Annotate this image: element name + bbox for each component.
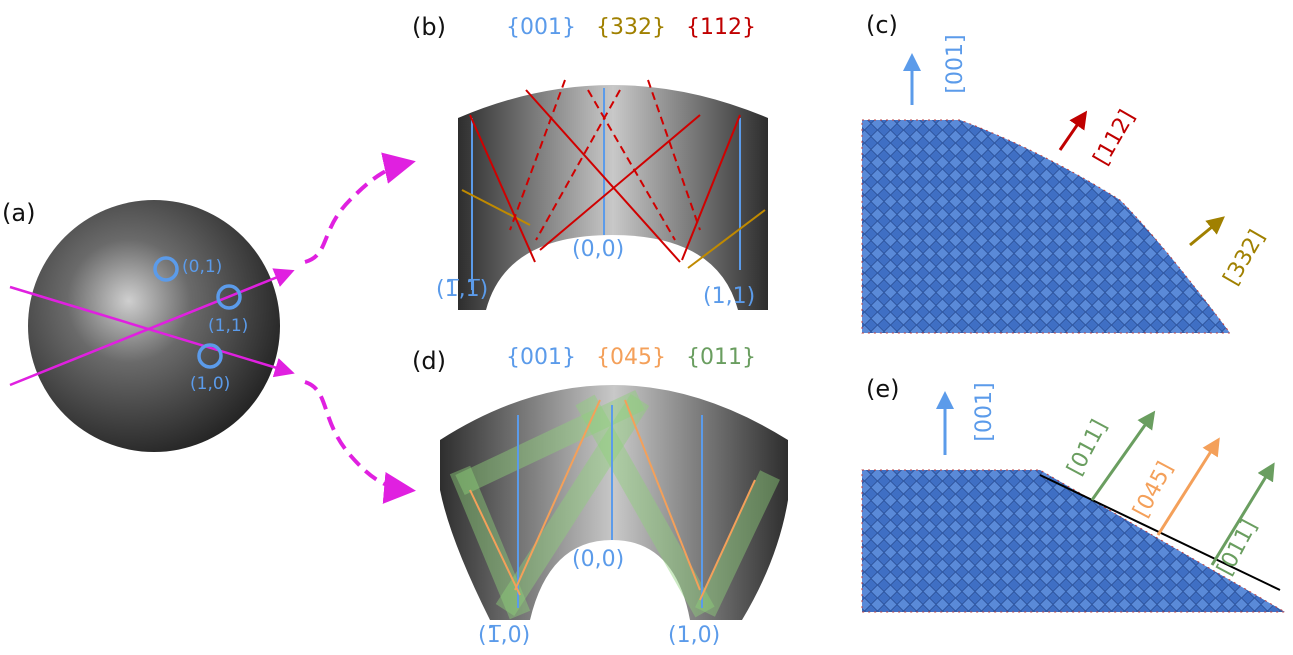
direction-label: [001] bbox=[943, 34, 968, 93]
direction-label: [001] bbox=[972, 382, 997, 441]
spot-label: (1̅,1̅) bbox=[436, 277, 488, 302]
family-label: {112} bbox=[686, 15, 756, 40]
family-label: {332} bbox=[596, 15, 666, 40]
panel-label: (a) bbox=[2, 199, 35, 227]
family-label: {011} bbox=[686, 345, 756, 370]
panel-label: (b) bbox=[412, 13, 446, 41]
spot-label: (0,0) bbox=[572, 237, 624, 262]
figure: (a) (0,1) (1,1) (1,0) (b) {001} {332} {1… bbox=[0, 0, 1293, 655]
page: body{margin:0;background:#fff;font-famil… bbox=[0, 0, 1293, 655]
direction-label: [011] bbox=[1213, 516, 1263, 580]
body: {"panels":{ "a":{"label":"(a)","spots":[… bbox=[0, 0, 1293, 655]
direction-label: [112] bbox=[1089, 106, 1140, 170]
annotation-line bbox=[1190, 222, 1218, 245]
spot-label: (1̅,0) bbox=[478, 623, 530, 648]
family-label: {045} bbox=[596, 345, 666, 370]
crystal bbox=[862, 120, 1230, 333]
annotation-path bbox=[305, 382, 408, 490]
annotation-line bbox=[1060, 118, 1082, 150]
annotation-path bbox=[305, 163, 408, 262]
panel-label: (c) bbox=[866, 11, 898, 39]
spot-label: (0,1) bbox=[182, 257, 222, 277]
spot-label: (1,1) bbox=[703, 284, 755, 309]
spot-label: (1,0) bbox=[190, 374, 230, 394]
rheed-pattern bbox=[458, 85, 768, 310]
panel-label: (d) bbox=[412, 347, 446, 375]
direction-label: [332] bbox=[1219, 226, 1270, 290]
direction-label: [011] bbox=[1063, 416, 1113, 480]
spot-label: (0,0) bbox=[572, 547, 624, 572]
spot-label: (1,1) bbox=[208, 316, 248, 336]
spot-label: (1,0) bbox=[668, 623, 720, 648]
panel-label: (e) bbox=[866, 375, 900, 403]
family-label: {001} bbox=[506, 15, 576, 40]
family-label: {001} bbox=[506, 345, 576, 370]
